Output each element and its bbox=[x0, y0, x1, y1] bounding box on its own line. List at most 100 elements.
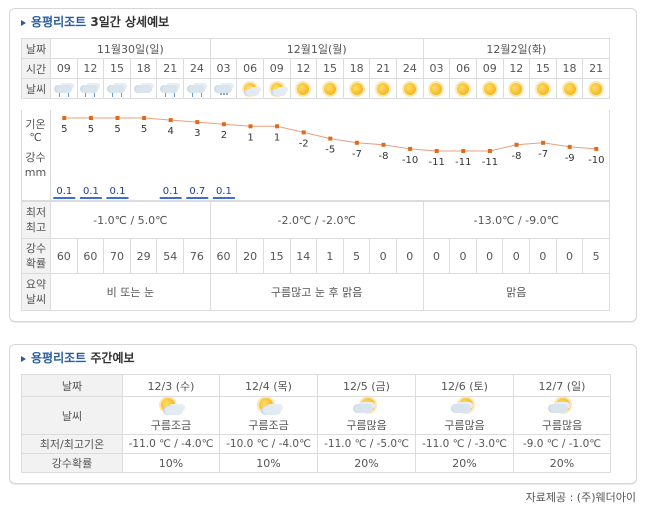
temp-value-label: -11 bbox=[482, 157, 498, 168]
weather-row: 날씨 bbox=[20, 78, 610, 99]
weather-cell bbox=[475, 78, 504, 99]
temp-marker bbox=[514, 142, 519, 147]
weather-cell bbox=[555, 78, 584, 99]
weather-cell bbox=[316, 78, 344, 99]
minmax-cell: -1.0℃ / 5.0℃ bbox=[50, 201, 211, 239]
sun-icon bbox=[426, 81, 446, 97]
temp-value-label: 5 bbox=[61, 124, 67, 135]
temp-value-label: 5 bbox=[88, 124, 94, 135]
weather-label: 날씨 bbox=[20, 78, 52, 99]
detail-forecast-table-bottom: 최저 최고 -1.0℃ / 5.0℃ -2.0℃ / -2.0℃ -13.0℃ / -9… bbox=[20, 201, 611, 311]
prob-cell: 0 bbox=[369, 238, 397, 274]
weekly-weather-cell: 구름많음 bbox=[317, 396, 416, 435]
prob-cell: 0 bbox=[555, 238, 584, 274]
cloud-sun-icon bbox=[451, 398, 479, 416]
weekly-forecast-title: 용평리조트 주간예보 bbox=[21, 349, 135, 366]
sun-icon bbox=[506, 81, 526, 97]
prob-cell: 0 bbox=[422, 238, 451, 274]
weekly-date-cell: 12/3 (수) bbox=[122, 374, 220, 397]
minmax-cell: -13.0℃ / -9.0℃ bbox=[422, 201, 611, 239]
weather-cell bbox=[449, 78, 477, 99]
weather-cell bbox=[129, 78, 158, 99]
minmax-label: 최저 최고 bbox=[20, 201, 52, 239]
prob-cell: 29 bbox=[129, 238, 158, 274]
weekly-prob-row: 강수확률 10% 10% 20% 20% 20% bbox=[21, 453, 611, 473]
cloud-sun-icon bbox=[353, 398, 381, 416]
snow-cloud-icon bbox=[214, 81, 234, 97]
sun-cloud-icon bbox=[255, 398, 283, 416]
temp-value-label: -2 bbox=[299, 138, 309, 149]
time-cell: 21 bbox=[582, 58, 610, 79]
temp-marker bbox=[88, 116, 93, 120]
weekly-weather-cell: 구름조금 bbox=[219, 396, 318, 435]
cloud-sun-icon bbox=[548, 398, 576, 416]
time-cell: 18 bbox=[342, 58, 371, 79]
precip-value-label: 0.7 bbox=[189, 186, 205, 197]
sun-cloud-icon bbox=[267, 81, 287, 97]
weekly-weather-cell: 구름많음 bbox=[415, 396, 514, 435]
weekly-date-label: 날짜 bbox=[21, 374, 123, 397]
prob-cell: 20 bbox=[236, 238, 264, 274]
weekly-weather-text: 구름조금 bbox=[150, 419, 192, 432]
time-cell: 21 bbox=[156, 58, 185, 79]
minmax-cell: -2.0℃ / -2.0℃ bbox=[209, 201, 424, 239]
sun-icon bbox=[293, 81, 313, 97]
temp-marker bbox=[301, 130, 306, 135]
weekly-minmax-cell: -11.0 ℃ / -3.0℃ bbox=[415, 434, 514, 454]
weekly-date-cell: 12/5 (금) bbox=[317, 374, 416, 397]
prob-cell: 1 bbox=[316, 238, 344, 274]
weekly-date-cell: 12/7 (일) bbox=[513, 374, 611, 397]
time-cell: 09 bbox=[50, 58, 78, 79]
temp-value-label: 5 bbox=[141, 124, 147, 135]
time-cell: 12 bbox=[76, 58, 105, 79]
minmax-row: 최저 최고 -1.0℃ / 5.0℃ -2.0℃ / -2.0℃ -13.0℃ / -9… bbox=[20, 201, 611, 239]
temp-marker bbox=[567, 144, 572, 149]
prob-cell: 0 bbox=[449, 238, 477, 274]
time-cell: 03 bbox=[209, 58, 238, 79]
precip-unit-label: mm bbox=[24, 166, 47, 179]
sun-icon bbox=[586, 81, 606, 97]
weekly-weather-text: 구름많음 bbox=[541, 419, 583, 432]
temp-unit-label: ℃ bbox=[29, 131, 42, 144]
sun-icon bbox=[320, 81, 340, 97]
temp-marker bbox=[381, 142, 386, 147]
temp-value-label: 3 bbox=[194, 128, 200, 139]
weather-cell bbox=[262, 78, 291, 99]
weekly-date-cell: 12/6 (토) bbox=[415, 374, 514, 397]
precip-value-label: 0.1 bbox=[216, 186, 232, 197]
precip-value-label: 0.1 bbox=[83, 186, 99, 197]
temp-value-label: -10 bbox=[402, 155, 418, 166]
rain-cloud-icon bbox=[107, 81, 127, 97]
prob-row: 강수 확률 60 60 70 29 54 76 60 20 15 14 1 5 0 0 0 0 0 0 0 0 5 bbox=[20, 238, 610, 274]
precip-value-label: 0.1 bbox=[163, 186, 179, 197]
time-cell: 21 bbox=[369, 58, 397, 79]
temp-chart-frame bbox=[21, 110, 610, 201]
weekly-minmax-label: 최저/최고기온 bbox=[21, 434, 123, 454]
weather-cell bbox=[183, 78, 211, 99]
prob-cell: 0 bbox=[395, 238, 424, 274]
time-cell: 24 bbox=[396, 58, 424, 79]
weekly-weather-cell: 구름조금 bbox=[122, 396, 220, 435]
weekly-minmax-cell: -10.0 ℃ / -4.0℃ bbox=[219, 434, 318, 454]
day-header: 12월2일(화) bbox=[422, 38, 611, 59]
prob-cell: 5 bbox=[582, 238, 610, 274]
weekly-prob-cell: 10% bbox=[122, 453, 220, 473]
weekly-forecast-table: 날짜 12/3 (수) 12/4 (목) 12/5 (금) 12/6 (토) 12/7 (… bbox=[21, 374, 611, 473]
weekly-minmax-cell: -11.0 ℃ / -5.0℃ bbox=[317, 434, 416, 454]
weather-cell bbox=[422, 78, 451, 99]
temp-marker bbox=[461, 149, 466, 153]
prob-cell: 60 bbox=[50, 238, 78, 274]
temp-marker bbox=[275, 124, 280, 129]
weekly-prob-cell: 10% bbox=[219, 453, 318, 473]
time-cell: 12 bbox=[502, 58, 531, 79]
time-cell: 03 bbox=[422, 58, 451, 79]
prob-cell: 15 bbox=[262, 238, 291, 274]
temp-value-label: -7 bbox=[352, 149, 362, 160]
temp-marker bbox=[328, 136, 333, 141]
summary-cell: 맑음 bbox=[422, 273, 611, 311]
temp-value-label: -8 bbox=[512, 151, 522, 162]
prob-label: 강수 확률 bbox=[20, 238, 52, 274]
weekly-prob-cell: 20% bbox=[415, 453, 514, 473]
temp-marker bbox=[115, 116, 120, 120]
temp-value-label: 4 bbox=[168, 126, 174, 137]
